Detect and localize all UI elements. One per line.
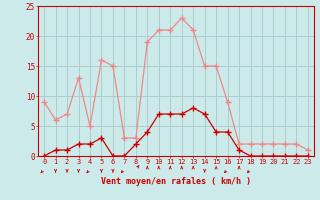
X-axis label: Vent moyen/en rafales ( km/h ): Vent moyen/en rafales ( km/h ) <box>101 177 251 186</box>
